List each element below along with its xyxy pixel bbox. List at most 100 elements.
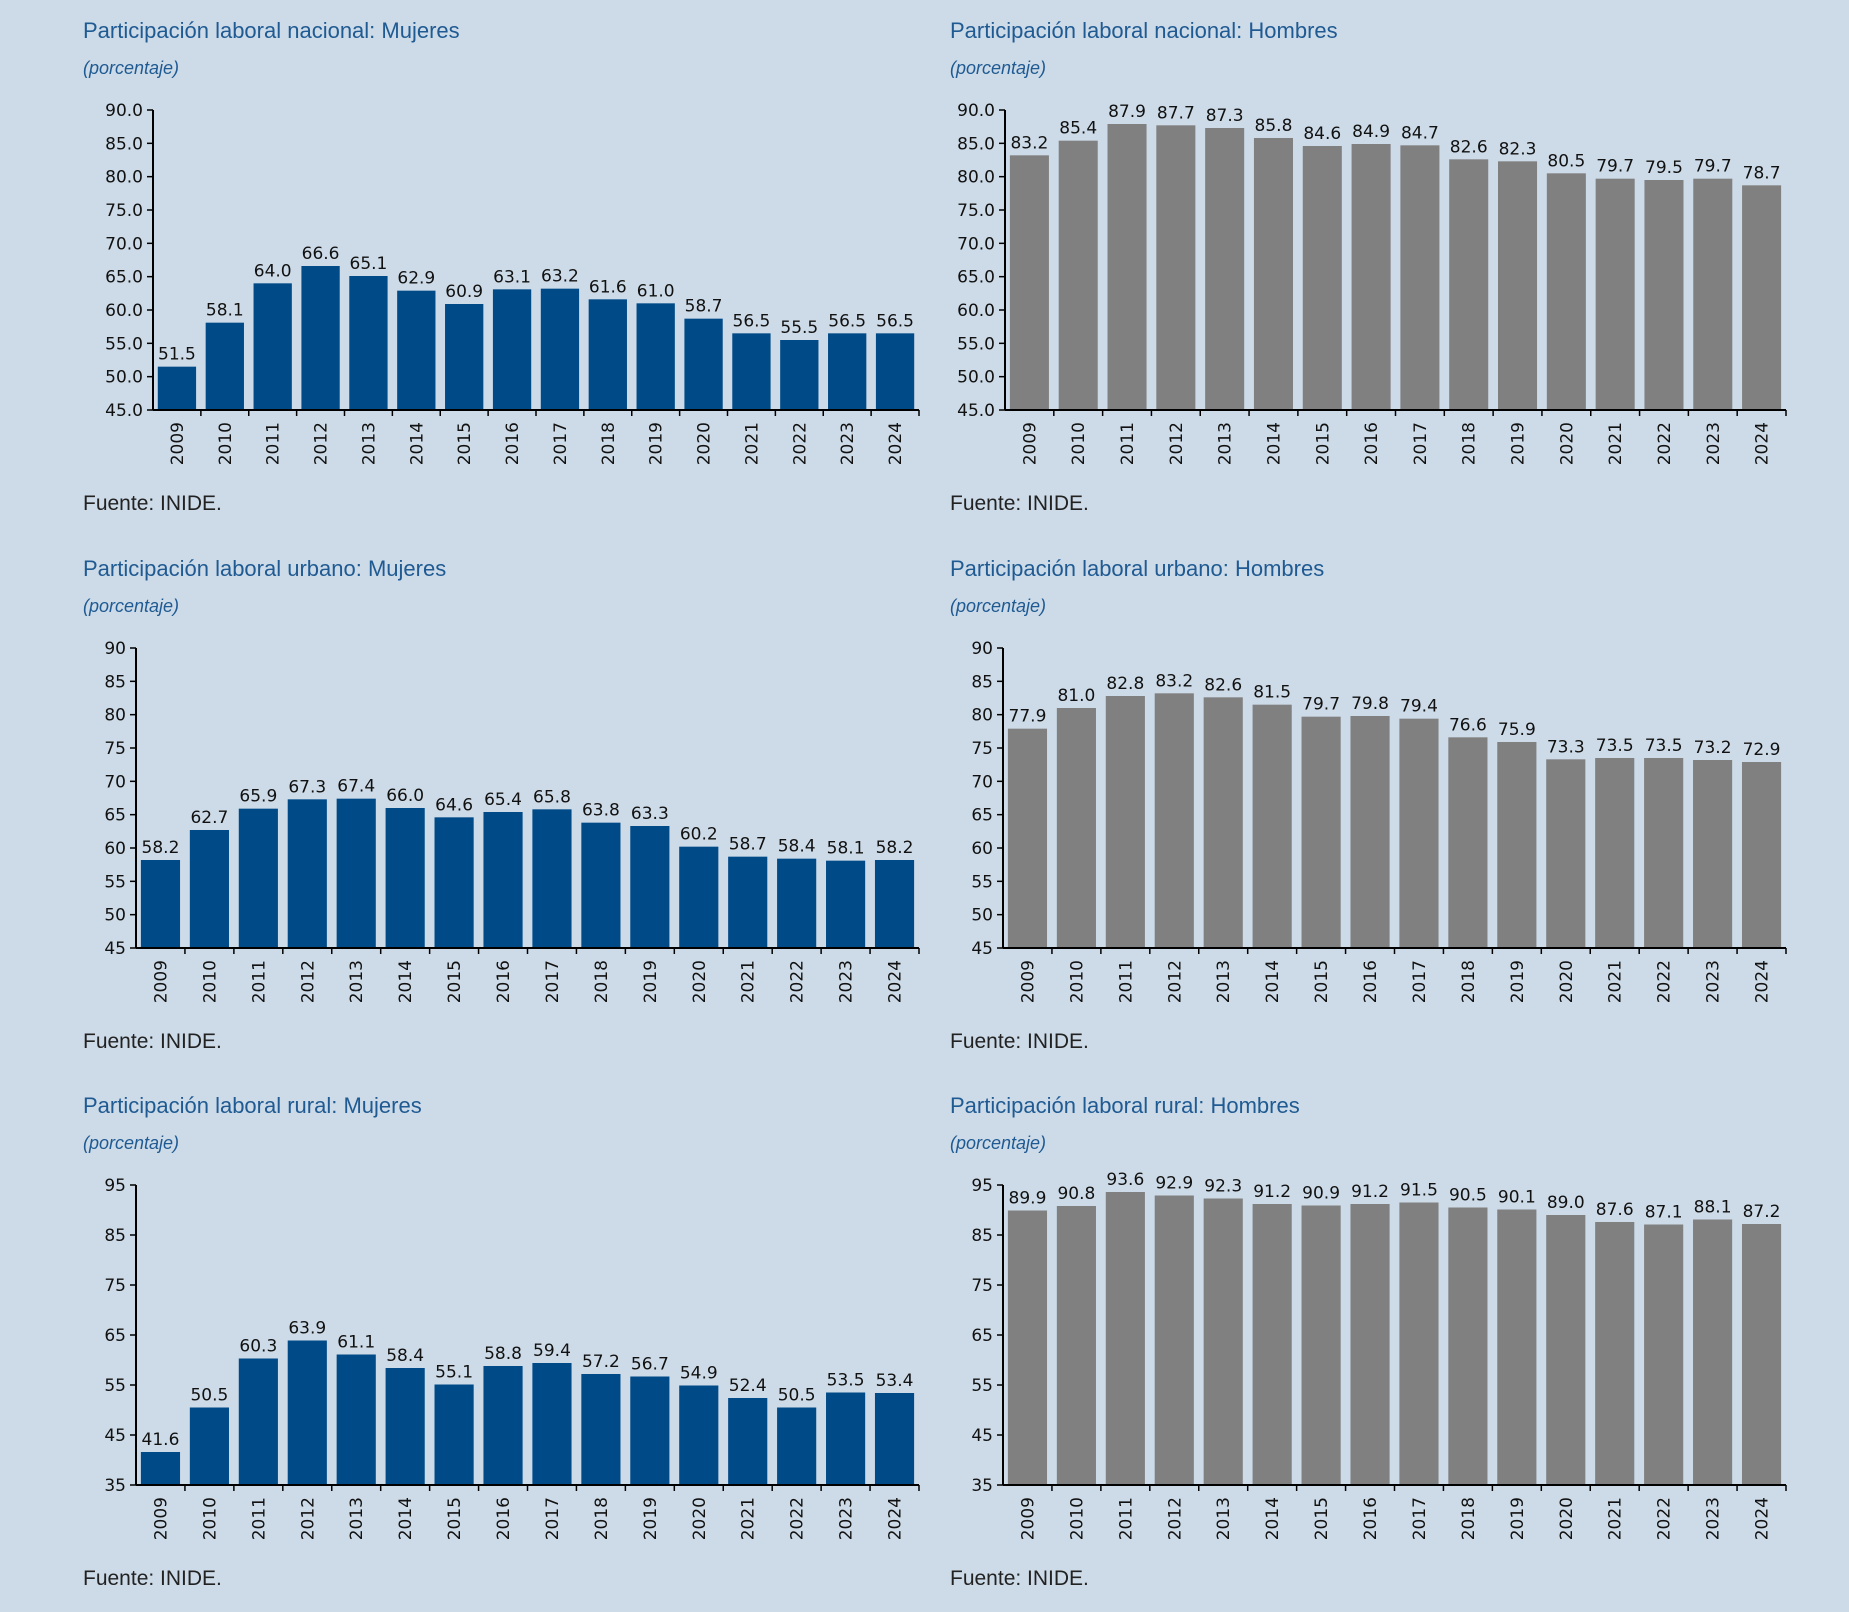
x-tick-label: 2024	[886, 960, 906, 1003]
y-tick-label: 90	[971, 639, 993, 659]
y-tick-label: 45.0	[957, 401, 995, 421]
x-tick-label: 2011	[249, 960, 269, 1003]
bar	[1205, 128, 1245, 410]
data-label: 62.7	[190, 808, 228, 828]
bar	[1644, 758, 1684, 948]
x-tick-label: 2017	[1410, 1497, 1430, 1540]
bar	[1399, 1202, 1439, 1485]
y-tick-label: 55.0	[957, 334, 995, 354]
x-tick-label: 2016	[1361, 1497, 1381, 1540]
x-tick-label: 2020	[690, 1497, 710, 1540]
bar	[1350, 716, 1390, 948]
data-label: 61.6	[589, 277, 627, 297]
x-tick-label: 2011	[1116, 960, 1136, 1003]
x-tick-label: 2019	[647, 422, 667, 465]
y-tick-label: 60	[104, 839, 126, 859]
data-label: 85.8	[1255, 116, 1293, 136]
bar	[1546, 1215, 1586, 1485]
bar	[728, 856, 768, 948]
x-tick-label: 2014	[1263, 960, 1283, 1003]
data-label: 82.6	[1450, 137, 1488, 157]
bar	[157, 366, 197, 410]
chart-title: Participación laboral rural: Hombres	[950, 1093, 1300, 1118]
data-label: 58.2	[142, 838, 180, 858]
x-tick-label: 2010	[200, 960, 220, 1003]
bar	[1009, 155, 1049, 410]
data-label: 79.8	[1351, 694, 1389, 714]
chart-panel-urbano-hombres: Participación laboral urbano: Hombres (p…	[950, 538, 1810, 1068]
bar	[828, 333, 867, 410]
x-tick-label: 2012	[1167, 422, 1187, 465]
bar	[630, 1376, 670, 1485]
x-tick-label: 2023	[837, 960, 857, 1003]
bar	[826, 860, 866, 948]
bar	[1546, 173, 1586, 410]
bar	[434, 1384, 474, 1485]
bar	[1448, 737, 1488, 948]
x-tick-label: 2015	[455, 422, 475, 465]
y-tick-label: 35	[971, 1476, 993, 1496]
y-tick-label: 90.0	[957, 101, 995, 121]
data-label: 79.4	[1400, 697, 1438, 717]
y-tick-label: 70.0	[105, 234, 143, 254]
bar	[732, 333, 771, 410]
bar	[581, 822, 621, 948]
y-tick-label: 75	[104, 739, 126, 759]
x-tick-label: 2012	[312, 422, 332, 465]
chart-title: Participación laboral urbano: Hombres	[950, 556, 1325, 581]
x-tick-label: 2018	[1459, 1497, 1479, 1540]
data-label: 90.5	[1449, 1186, 1487, 1206]
x-tick-label: 2009	[151, 1497, 171, 1540]
x-tick-label: 2019	[1509, 422, 1529, 465]
y-tick-label: 70	[104, 772, 126, 792]
data-label: 89.9	[1009, 1189, 1047, 1209]
y-tick-label: 65	[104, 806, 126, 826]
data-label: 87.9	[1108, 102, 1146, 122]
data-label: 72.9	[1743, 740, 1781, 760]
data-label: 53.4	[876, 1371, 914, 1391]
bar	[1301, 1205, 1341, 1485]
data-label: 56.5	[828, 311, 866, 331]
data-label: 73.2	[1694, 738, 1732, 758]
x-tick-label: 2009	[168, 422, 188, 465]
y-tick-label: 85	[104, 1226, 126, 1246]
x-tick-label: 2023	[1704, 960, 1724, 1003]
x-tick-label: 2011	[249, 1497, 269, 1540]
bar	[777, 858, 817, 948]
y-tick-label: 65	[971, 806, 993, 826]
data-label: 50.5	[778, 1386, 816, 1406]
x-tick-label: 2009	[1018, 960, 1038, 1003]
bar	[826, 1392, 866, 1485]
x-tick-label: 2024	[886, 422, 906, 465]
x-tick-label: 2016	[1361, 960, 1381, 1003]
data-label: 91.2	[1253, 1182, 1291, 1202]
bar	[636, 303, 675, 410]
x-tick-label: 2015	[1313, 422, 1333, 465]
bar	[1203, 697, 1243, 948]
chart-source: Fuente: INIDE.	[950, 1567, 1089, 1590]
x-tick-label: 2011	[264, 422, 284, 465]
bar	[1154, 1195, 1194, 1485]
data-label: 65.8	[533, 787, 571, 807]
bar	[684, 318, 723, 410]
y-tick-label: 85.0	[957, 134, 995, 154]
x-tick-label: 2022	[788, 960, 808, 1003]
chart-subtitle: (porcentaje)	[83, 1133, 180, 1153]
data-label: 58.7	[729, 835, 767, 855]
data-label: 91.2	[1351, 1182, 1389, 1202]
bar	[1693, 1219, 1733, 1485]
y-tick-label: 60.0	[105, 301, 143, 321]
bar	[1056, 1206, 1096, 1485]
x-tick-label: 2024	[1753, 422, 1773, 465]
data-label: 88.1	[1694, 1198, 1732, 1218]
chart-title: Participación laboral nacional: Mujeres	[83, 18, 460, 43]
data-label: 58.8	[484, 1344, 522, 1364]
y-tick-label: 50.0	[957, 368, 995, 388]
x-tick-label: 2016	[503, 422, 523, 465]
x-tick-label: 2013	[347, 960, 367, 1003]
data-label: 90.1	[1498, 1188, 1536, 1208]
x-tick-label: 2012	[1165, 960, 1185, 1003]
data-label: 87.7	[1157, 103, 1195, 123]
data-label: 90.9	[1302, 1184, 1340, 1204]
data-label: 54.9	[680, 1364, 718, 1384]
